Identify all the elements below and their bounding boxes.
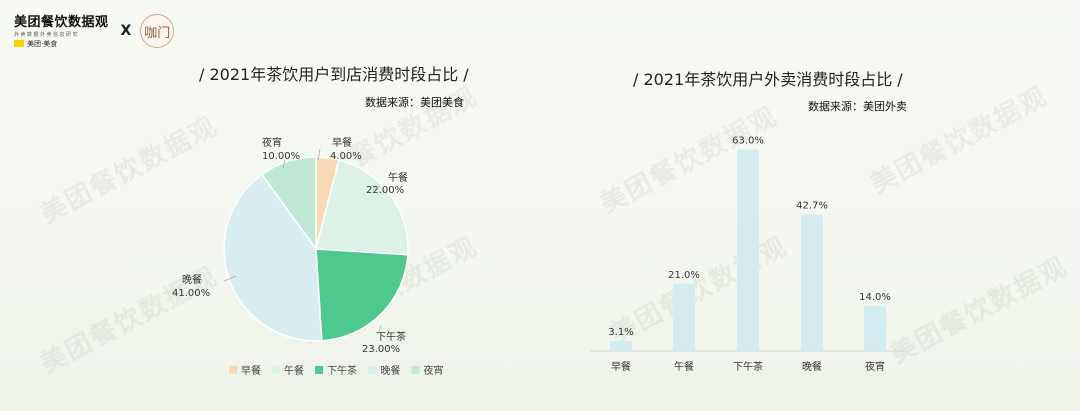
pie-label-value-2: 23.00% xyxy=(362,344,400,355)
pie-leader-line-3 xyxy=(223,275,237,282)
legend-swatch-3 xyxy=(368,366,377,374)
pie-label-category-1: 午餐 xyxy=(388,171,408,184)
brand-name: 美团餐饮数据观 xyxy=(14,14,109,30)
bar-category-label-2: 下午茶 xyxy=(733,360,763,373)
meituan-label: 美团·美食 xyxy=(27,39,58,48)
legend-item-0: 早餐 xyxy=(241,364,261,377)
bar-chart-source: 数据来源：美团外卖 xyxy=(808,100,907,113)
bar-category-label-1: 午餐 xyxy=(674,360,694,373)
bar-category-label-3: 晚餐 xyxy=(802,360,822,373)
bar-category-label-0: 早餐 xyxy=(611,360,631,373)
pie-leader-line-1 xyxy=(372,185,381,191)
pie-slice-1 xyxy=(315,158,409,256)
bar-value-label-0: 3.1% xyxy=(608,327,633,338)
pie-leader-line-2 xyxy=(377,325,382,335)
legend-swatch-0 xyxy=(229,366,237,374)
brand-logo: 美团餐饮数据观 外卖数据外卖信息研究 美团·美食 xyxy=(14,15,109,48)
bar-category-label-4: 夜宵 xyxy=(865,360,885,373)
pie-slice-3 xyxy=(223,173,323,342)
pie-label-value-4: 10.00% xyxy=(262,151,300,162)
bar-value-label-3: 42.7% xyxy=(796,200,828,211)
pie-chart-title: / 2021年茶饮用户到店消费时段占比 / xyxy=(199,65,469,84)
bar-chart-title: / 2021年茶饮用户外卖消费时段占比 / xyxy=(633,70,903,89)
legend-item-1: 午餐 xyxy=(284,364,304,377)
bar-value-label-4: 14.0% xyxy=(859,292,891,303)
pie-label-category-0: 早餐 xyxy=(332,136,352,149)
pie-label-value-0: 4.00% xyxy=(330,151,362,162)
bar-value-label-2: 63.0% xyxy=(732,136,764,147)
legend-item-2: 下午茶 xyxy=(327,364,357,377)
bar-2 xyxy=(737,149,759,351)
bar-4 xyxy=(864,306,886,351)
legend-swatch-2 xyxy=(315,366,323,374)
pie-slice-4 xyxy=(260,156,317,252)
bar-1 xyxy=(673,283,695,351)
pie-label-category-4: 夜宵 xyxy=(262,136,282,149)
pie-label-value-3: 41.00% xyxy=(172,288,210,299)
pie-leader-line-0 xyxy=(317,148,321,161)
pie-slice-2 xyxy=(315,248,409,342)
partner-logo: 咖门 xyxy=(140,14,175,48)
meituan-mark: 美团·美食 xyxy=(14,40,109,48)
header: 美团餐饮数据观 外卖数据外卖信息研究 美团·美食 X 咖门 xyxy=(14,14,175,48)
legend-item-4: 夜宵 xyxy=(424,364,444,377)
bar-0 xyxy=(610,341,632,351)
brand-subtitle: 外卖数据外卖信息研究 xyxy=(14,31,80,38)
meituan-logo-icon xyxy=(14,40,24,47)
legend-swatch-1 xyxy=(272,366,280,374)
pie-chart-source: 数据来源：美团美食 xyxy=(365,96,464,109)
collab-cross: X xyxy=(120,23,132,39)
bar-3 xyxy=(801,214,823,351)
pie-label-category-2: 下午茶 xyxy=(376,330,406,343)
bar-value-label-1: 21.0% xyxy=(668,270,700,281)
legend-item-3: 晚餐 xyxy=(381,364,401,377)
pie-leader-line-4 xyxy=(282,159,286,169)
legend-swatch-4 xyxy=(411,366,420,374)
pie-label-category-3: 晚餐 xyxy=(182,273,202,286)
pie-label-value-1: 22.00% xyxy=(366,185,404,196)
